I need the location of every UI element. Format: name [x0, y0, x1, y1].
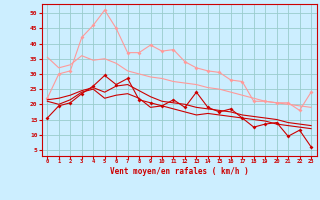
X-axis label: Vent moyen/en rafales ( km/h ): Vent moyen/en rafales ( km/h )	[110, 167, 249, 176]
